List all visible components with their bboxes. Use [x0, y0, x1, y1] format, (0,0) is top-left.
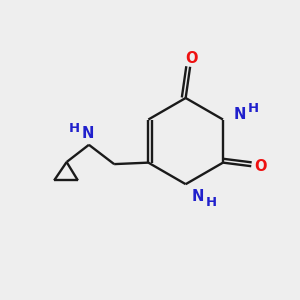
Text: H: H [206, 196, 217, 208]
Text: N: N [81, 126, 94, 141]
Text: H: H [248, 102, 259, 115]
Text: O: O [185, 51, 198, 66]
Text: N: N [234, 107, 246, 122]
Text: N: N [192, 189, 204, 204]
Text: H: H [69, 122, 80, 135]
Text: O: O [254, 159, 266, 174]
